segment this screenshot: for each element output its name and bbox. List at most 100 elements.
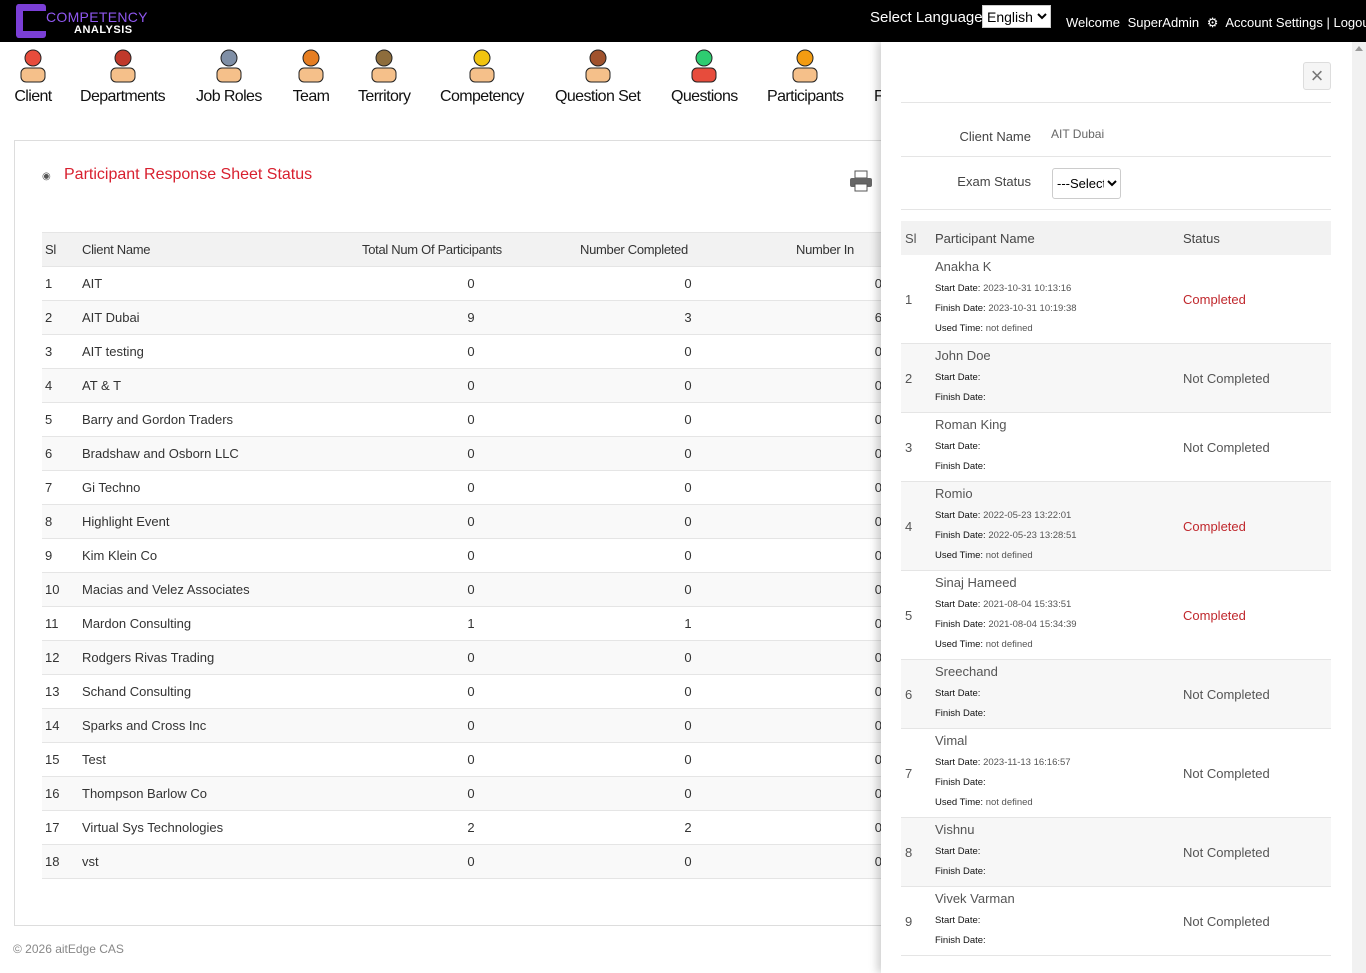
cell[interactable]: Test bbox=[82, 742, 362, 777]
cell[interactable]: Gi Techno bbox=[82, 470, 362, 505]
nav-job-roles[interactable]: Job Roles bbox=[196, 46, 262, 106]
col-number-in[interactable]: Number In bbox=[796, 232, 881, 267]
logo[interactable]: COMPETENCY ANALYSIS bbox=[16, 4, 166, 38]
cell: 0 bbox=[362, 470, 580, 505]
account-settings-logout-link[interactable]: Account Settings | Logout bbox=[1225, 15, 1366, 30]
cell[interactable]: AIT bbox=[82, 266, 362, 301]
participant-name: Sreechand bbox=[935, 664, 998, 679]
table-row[interactable]: 7Gi Techno000 bbox=[42, 470, 881, 505]
cell[interactable]: Schand Consulting bbox=[82, 674, 362, 709]
cell: 0 bbox=[362, 334, 580, 369]
divider bbox=[901, 102, 1331, 103]
cell: 0 bbox=[796, 810, 881, 845]
cell[interactable]: AIT testing bbox=[82, 334, 362, 369]
nav-participants[interactable]: Participants bbox=[767, 46, 844, 106]
nav-questions[interactable]: Questions bbox=[671, 46, 738, 106]
nav-question-set[interactable]: Question Set bbox=[555, 46, 641, 106]
sl: 3 bbox=[901, 412, 935, 482]
footer: © 2026 aitEdge CAS bbox=[13, 942, 124, 956]
content-card bbox=[14, 140, 881, 926]
col-completed[interactable]: Number Completed bbox=[580, 232, 796, 267]
cell[interactable]: Thompson Barlow Co bbox=[82, 776, 362, 811]
participant-name: Anakha K bbox=[935, 259, 992, 274]
start-date: Start Date: bbox=[935, 441, 981, 452]
cell: 0 bbox=[580, 266, 796, 301]
sl: 1 bbox=[901, 255, 935, 344]
cell: 3 bbox=[42, 334, 82, 369]
start-date: Start Date: 2023-11-13 16:16:57 bbox=[935, 757, 1071, 768]
cell[interactable]: Sparks and Cross Inc bbox=[82, 708, 362, 743]
close-button[interactable]: × bbox=[1303, 62, 1331, 90]
table-row[interactable]: 1AIT000 bbox=[42, 266, 881, 301]
table-row[interactable]: 4AT & T000 bbox=[42, 368, 881, 403]
cell: 0 bbox=[362, 708, 580, 743]
exam-status-select[interactable]: ---Select--- bbox=[1052, 168, 1121, 199]
username: SuperAdmin bbox=[1127, 15, 1200, 30]
participant-name: Vishnu bbox=[935, 822, 975, 837]
nav-label: Team bbox=[292, 88, 330, 105]
cell[interactable]: Macias and Velez Associates bbox=[82, 572, 362, 607]
cell[interactable]: AIT Dubai bbox=[82, 300, 362, 335]
participant-row: 8 Vishnu Start Date: Finish Date: Not Comp… bbox=[901, 817, 1331, 887]
print-icon[interactable] bbox=[849, 170, 873, 197]
cell: 0 bbox=[580, 640, 796, 675]
cell: 2 bbox=[580, 810, 796, 845]
cell: 5 bbox=[42, 402, 82, 437]
cell[interactable]: Rodgers Rivas Trading bbox=[82, 640, 362, 675]
cell: 2 bbox=[42, 300, 82, 335]
nav-client[interactable]: Client bbox=[13, 46, 53, 106]
nav-team[interactable]: Team bbox=[291, 46, 331, 106]
language-select[interactable]: English bbox=[982, 5, 1051, 28]
col-client-name[interactable]: Client Name bbox=[82, 232, 362, 267]
nav-label: Competency bbox=[440, 88, 524, 105]
participant-details: Sreechand Start Date: Finish Date: bbox=[935, 659, 1183, 729]
cell: 17 bbox=[42, 810, 82, 845]
cell[interactable]: Kim Klein Co bbox=[82, 538, 362, 573]
cell: 8 bbox=[42, 504, 82, 539]
table-row[interactable]: 15Test000 bbox=[42, 742, 881, 777]
sl: 2 bbox=[901, 343, 935, 413]
nav-f[interactable]: F bbox=[874, 88, 881, 106]
cell[interactable]: Mardon Consulting bbox=[82, 606, 362, 641]
cell[interactable]: Bradshaw and Osborn LLC bbox=[82, 436, 362, 471]
cell[interactable]: AT & T bbox=[82, 368, 362, 403]
cell[interactable]: Highlight Event bbox=[82, 504, 362, 539]
scrollbar[interactable] bbox=[1352, 42, 1366, 973]
cell: 0 bbox=[362, 368, 580, 403]
used-time: Used Time: not defined bbox=[935, 323, 1033, 334]
nav-label: Questions bbox=[671, 88, 738, 105]
cell: 0 bbox=[362, 436, 580, 471]
cell[interactable]: Virtual Sys Technologies bbox=[82, 810, 362, 845]
col-total[interactable]: Total Num Of Participants bbox=[362, 232, 580, 267]
participant-row: 3 Roman King Start Date: Finish Date: Not … bbox=[901, 412, 1331, 482]
cell: 0 bbox=[796, 538, 881, 573]
cell[interactable]: vst bbox=[82, 844, 362, 879]
status: Not Completed bbox=[1183, 817, 1331, 887]
participant-name: Sinaj Hameed bbox=[935, 575, 1017, 590]
cell: 1 bbox=[362, 606, 580, 641]
cell[interactable]: Barry and Gordon Traders bbox=[82, 402, 362, 437]
nav-competency[interactable]: Competency bbox=[440, 46, 524, 106]
cell: 0 bbox=[796, 708, 881, 743]
nav-territory[interactable]: Territory bbox=[358, 46, 411, 106]
scroll-up-icon[interactable] bbox=[1355, 46, 1363, 51]
nav-label: Client bbox=[14, 88, 52, 105]
divider bbox=[901, 156, 1331, 157]
start-date: Start Date: 2023-10-31 10:13:16 bbox=[935, 283, 1072, 294]
question-set-icon bbox=[585, 49, 611, 83]
table-row[interactable]: 18vst000 bbox=[42, 844, 881, 879]
nav-departments[interactable]: Departments bbox=[80, 46, 166, 106]
